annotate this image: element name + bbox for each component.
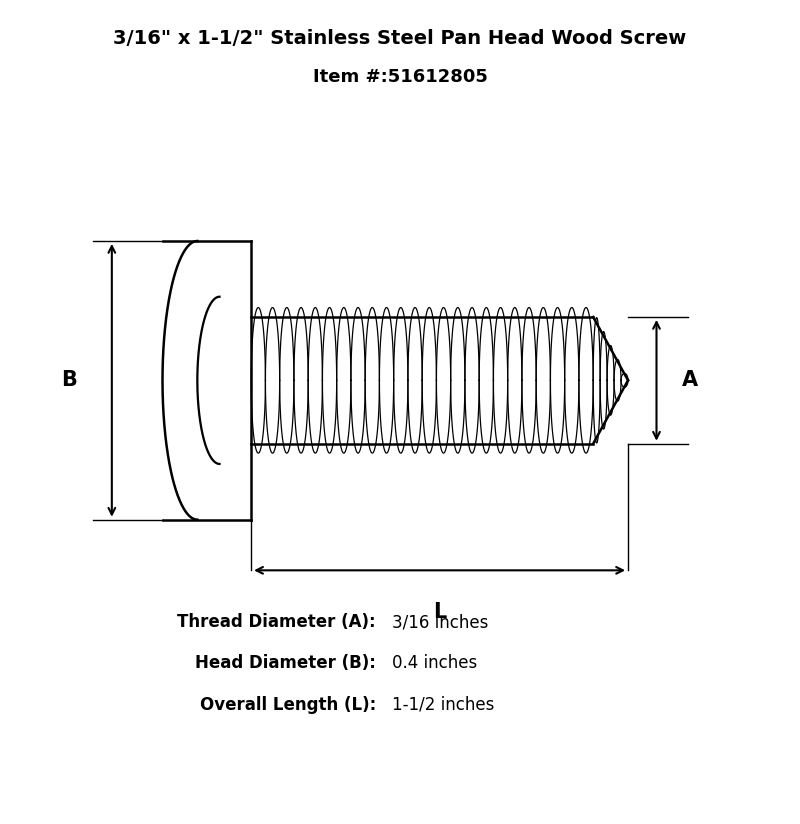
Text: Overall Length (L):: Overall Length (L):	[200, 695, 376, 714]
Text: 3/16" x 1-1/2" Stainless Steel Pan Head Wood Screw: 3/16" x 1-1/2" Stainless Steel Pan Head …	[114, 29, 686, 48]
Text: Item #:51612805: Item #:51612805	[313, 68, 487, 86]
Text: 0.4 inches: 0.4 inches	[392, 654, 478, 672]
Text: L: L	[433, 602, 446, 622]
Text: 1-1/2 inches: 1-1/2 inches	[392, 695, 494, 714]
Text: 3/16 inches: 3/16 inches	[392, 613, 488, 631]
Text: Head Diameter (B):: Head Diameter (B):	[195, 654, 376, 672]
Text: A: A	[682, 370, 698, 391]
Text: B: B	[61, 370, 77, 391]
Text: Thread Diameter (A):: Thread Diameter (A):	[178, 613, 376, 631]
